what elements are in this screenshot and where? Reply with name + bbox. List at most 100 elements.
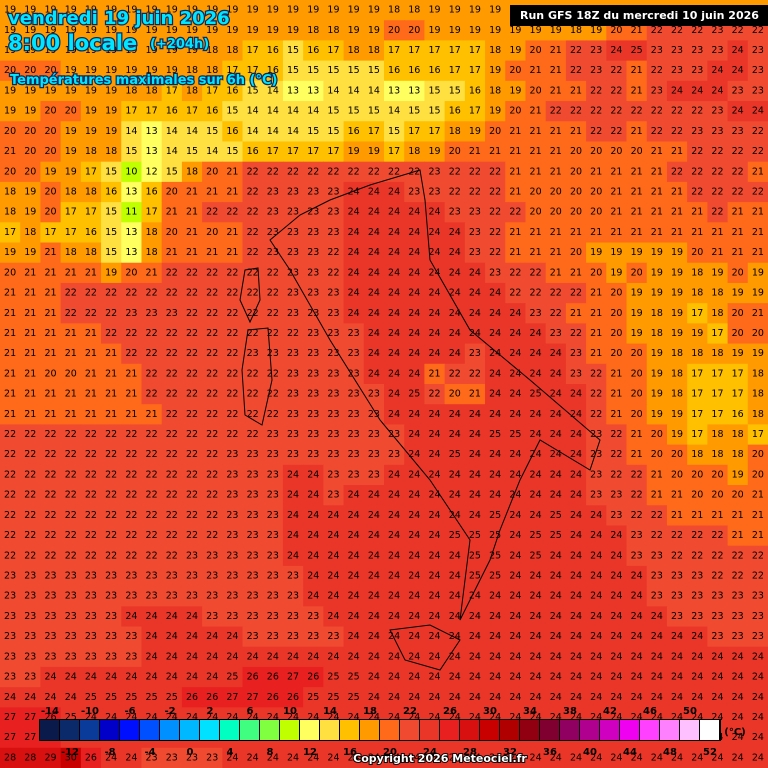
- temperature-value: 21: [631, 429, 643, 440]
- temperature-cell: [202, 202, 223, 223]
- temperature-cell: [323, 202, 345, 223]
- temperature-cell: [485, 101, 506, 122]
- temperature-cell: [40, 40, 62, 62]
- temperature-cell: [606, 161, 628, 183]
- temperature-cell: [424, 20, 446, 41]
- colorbar-label: -2: [164, 706, 175, 717]
- temperature-value: 20: [125, 267, 137, 278]
- temperature-value: 27: [24, 712, 36, 723]
- temperature-value: 22: [65, 530, 77, 541]
- temperature-cell: [40, 282, 62, 304]
- temperature-value: 20: [610, 328, 622, 339]
- temperature-cell: [464, 222, 486, 244]
- temperature-cell: [363, 141, 385, 163]
- temperature-value: 22: [570, 65, 582, 76]
- temperature-value: 21: [651, 490, 663, 501]
- temperature-value: 18: [388, 5, 400, 16]
- temperature-cell: [485, 262, 506, 284]
- temperature-value: 23: [388, 449, 400, 460]
- temperature-cell: [20, 101, 41, 122]
- temperature-value: 20: [570, 187, 582, 198]
- temperature-value: 22: [166, 328, 178, 339]
- temperature-value: 17: [711, 389, 723, 400]
- colorbar-box: [100, 720, 119, 740]
- temperature-value: 20: [631, 389, 643, 400]
- temperature-value: 20: [550, 187, 562, 198]
- temperature-value: 23: [307, 449, 319, 460]
- temperature-value: 24: [570, 672, 582, 683]
- temperature-cell: [80, 242, 102, 264]
- temperature-value: 22: [752, 187, 764, 198]
- temperature-cell: [121, 60, 142, 82]
- temperature-cell: [727, 262, 749, 284]
- temperature-cell: [363, 181, 385, 203]
- temperature-value: 18: [671, 389, 683, 400]
- temperature-cell: [323, 282, 345, 304]
- temperature-value: 22: [24, 469, 36, 480]
- temperature-value: 24: [550, 368, 562, 379]
- temperature-value: 18: [752, 389, 764, 400]
- temperature-value: 23: [327, 631, 339, 642]
- temperature-value: 21: [651, 469, 663, 480]
- temperature-cell: [384, 181, 405, 203]
- temperature-value: 22: [226, 308, 238, 319]
- temperature-cell: [505, 202, 526, 223]
- temperature-cell: [202, 101, 223, 122]
- temperature-value: 22: [4, 469, 16, 480]
- temperature-value: 20: [530, 85, 542, 96]
- temperature-value: 24: [570, 389, 582, 400]
- temperature-cell: [181, 40, 203, 62]
- temperature-cell: [282, 161, 304, 183]
- temperature-value: 23: [691, 45, 703, 56]
- temperature-cell: [161, 181, 183, 203]
- temperature-value: 23: [44, 571, 56, 582]
- temperature-cell: [384, 101, 405, 122]
- temperature-value: 20: [610, 288, 622, 299]
- temperature-cell: [545, 202, 567, 223]
- temperature-value: 24: [408, 348, 420, 359]
- temperature-value: 24: [4, 692, 16, 703]
- temperature-value: 22: [247, 247, 259, 258]
- temperature-cell: [444, 141, 466, 163]
- temperature-cell: [262, 161, 284, 183]
- temperature-value: 21: [65, 409, 77, 420]
- temperature-value: 22: [65, 449, 77, 460]
- temperature-value: 19: [24, 207, 36, 218]
- temperature-value: 24: [287, 530, 299, 541]
- temperature-cell: [343, 40, 365, 62]
- temperature-cell: [262, 262, 284, 284]
- temperature-value: 22: [226, 207, 238, 218]
- temperature-value: 23: [65, 631, 77, 642]
- temperature-value: 18: [4, 207, 16, 218]
- temperature-value: 23: [732, 591, 744, 602]
- temperature-value: 24: [530, 752, 542, 763]
- temperature-cell: [424, 141, 446, 163]
- temperature-value: 20: [44, 146, 56, 157]
- temperature-value: 24: [388, 672, 400, 683]
- temperature-cell: [666, 60, 688, 82]
- temperature-value: 21: [691, 510, 703, 521]
- temperature-value: 24: [247, 752, 259, 763]
- temperature-value: 22: [267, 166, 279, 177]
- temperature-value: 22: [732, 166, 744, 177]
- colorbar-box: [460, 720, 479, 740]
- temperature-value: 22: [489, 227, 501, 238]
- temperature-value: 24: [550, 348, 562, 359]
- temperature-value: 24: [671, 672, 683, 683]
- temperature-value: 21: [85, 409, 97, 420]
- temperature-cell: [141, 242, 163, 264]
- temperature-value: 23: [247, 490, 259, 501]
- temperature-value: 22: [610, 106, 622, 117]
- temperature-value: 26: [247, 672, 259, 683]
- temperature-value: 23: [24, 591, 36, 602]
- temperature-value: 13: [287, 85, 299, 96]
- temperature-cell: [525, 303, 547, 324]
- temperature-value: 23: [287, 571, 299, 582]
- temperature-value: 23: [691, 591, 703, 602]
- temperature-cell: [343, 262, 365, 284]
- temperature-cell: [181, 60, 203, 82]
- temperature-value: 24: [368, 308, 380, 319]
- temperature-value: 22: [125, 530, 137, 541]
- temperature-cell: [424, 0, 446, 21]
- temperature-value: 26: [186, 692, 198, 703]
